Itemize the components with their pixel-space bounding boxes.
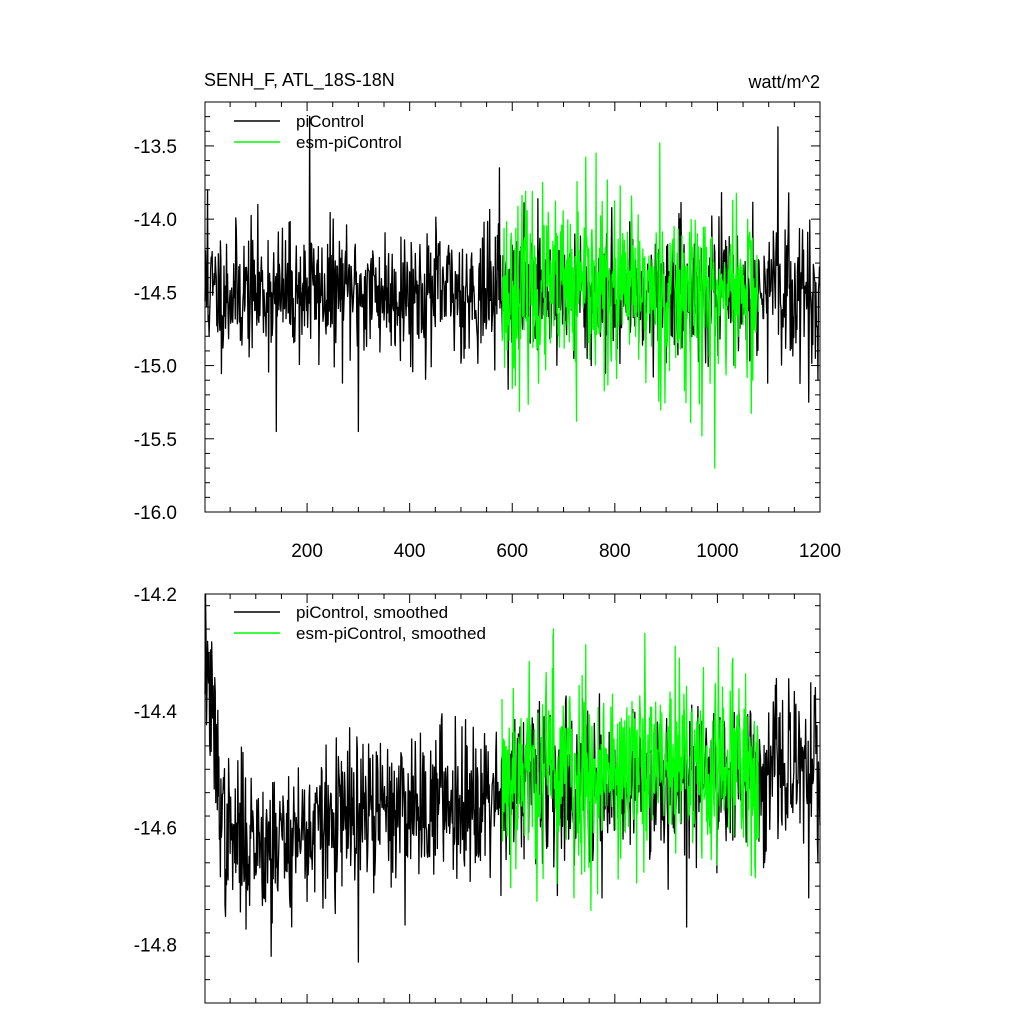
legend-label-picontrol: piControl: [296, 112, 364, 131]
y-tick-label: -15.0: [134, 357, 177, 378]
x-tick-label: 600: [496, 541, 528, 562]
legend-label-picontrol-smoothed: piControl, smoothed: [296, 603, 448, 622]
x-tick-label: 400: [394, 541, 426, 562]
legend-bottom: piControl, smoothed esm-piControl, smoot…: [234, 603, 486, 643]
y-tick-label: -14.6: [134, 819, 177, 840]
series-line-esm-picontrol-smoothed: [501, 628, 760, 911]
series-line-esm-picontrol: [501, 142, 760, 469]
y-tick-label: -14.4: [134, 702, 178, 723]
y-tick-label: -14.5: [134, 283, 177, 304]
y-tick-label: -16.0: [134, 503, 177, 524]
y-tick-label: -13.5: [134, 137, 177, 158]
y-tick-label: -14.8: [134, 936, 177, 957]
plot-area-bottom: -14.8 -14.6 -14.4 -14.2: [134, 585, 821, 1004]
legend-label-esm-picontrol-smoothed: esm-piControl, smoothed: [296, 624, 486, 643]
x-tick-label: 1200: [799, 541, 841, 562]
units-label: watt/m^2: [748, 72, 820, 92]
y-tick-label: -14.2: [134, 585, 177, 606]
chart-title: SENH_F, ATL_18S-18N: [204, 70, 395, 91]
x-tick-label: 800: [599, 541, 631, 562]
panel-top: SENH_F, ATL_18S-18N watt/m^2 200 400 600 80…: [134, 70, 841, 562]
legend-top: piControl esm-piControl: [234, 112, 402, 152]
x-tick-label: 1000: [696, 541, 738, 562]
y-tick-label: -14.0: [134, 210, 177, 231]
x-tick-label: 200: [291, 541, 323, 562]
y-tick-label: -15.5: [134, 430, 177, 451]
legend-label-esm-picontrol: esm-piControl: [296, 133, 402, 152]
plot-area-top: 200 400 600 800 1000 1200 -16.0 -15.5 -15.0 -14.5…: [134, 101, 841, 562]
panel-bottom: -14.8 -14.6 -14.4 -14.2 piControl, smoothed…: [134, 585, 821, 1004]
